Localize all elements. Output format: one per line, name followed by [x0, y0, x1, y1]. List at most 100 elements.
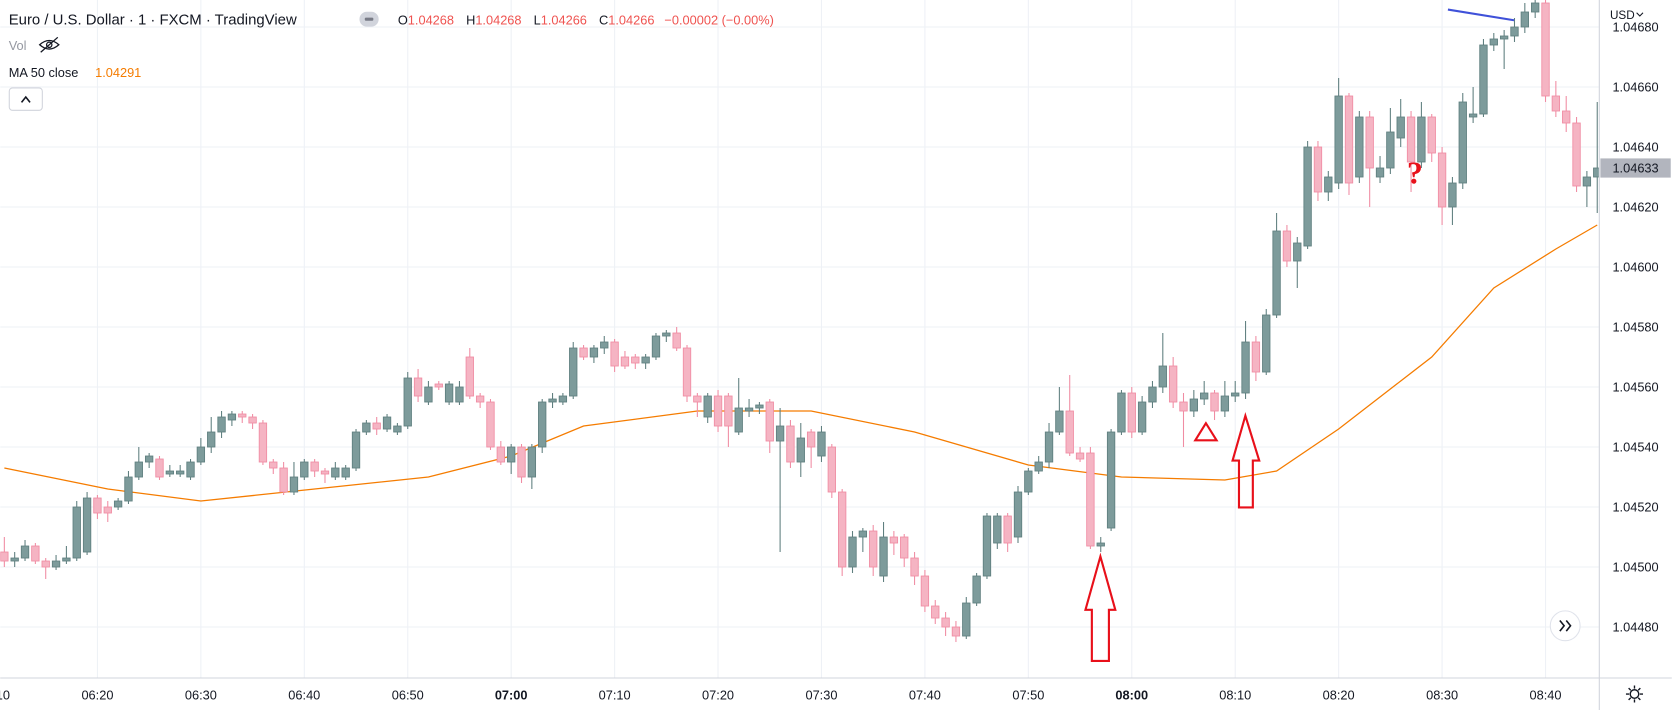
vol-label: Vol — [9, 38, 27, 53]
candle-body — [931, 605, 940, 619]
candle-body — [424, 386, 433, 403]
candle-body — [1551, 95, 1561, 112]
candle-body — [227, 413, 237, 421]
price-tag-label: 1.04633 — [1612, 160, 1658, 175]
candle-body — [196, 446, 206, 463]
candle-body — [1179, 401, 1188, 412]
candle-body — [1272, 230, 1281, 316]
candle-body — [1334, 95, 1343, 184]
candle-body — [1572, 122, 1581, 187]
candle-body — [620, 356, 630, 367]
x-tick-label: 08:10 — [1219, 687, 1251, 702]
candle-body — [289, 476, 299, 493]
settings-icon[interactable] — [1625, 685, 1644, 703]
candle-body — [941, 617, 950, 628]
candle-body — [279, 467, 288, 493]
question-annotation: ? — [1407, 155, 1423, 190]
candle-body — [1003, 515, 1012, 544]
y-tick-label: 1.04600 — [1612, 259, 1658, 274]
candle-body — [610, 341, 619, 367]
candle-body — [838, 491, 847, 568]
candle-body — [693, 395, 702, 403]
candle-body — [900, 536, 909, 559]
candle-body — [796, 437, 805, 463]
hidden-eye-icon[interactable] — [38, 36, 60, 53]
y-tick-label: 1.04660 — [1612, 79, 1658, 94]
pill-icon — [364, 17, 374, 21]
change: −0.00002 (−0.00%) — [664, 13, 773, 28]
x-tick-label: 07:30 — [805, 687, 837, 702]
x-tick-label: 07:20 — [702, 687, 734, 702]
ohlc-key: C — [599, 13, 608, 28]
candle-body — [1168, 365, 1178, 403]
candle-body — [1293, 242, 1302, 262]
candle-body — [1013, 491, 1023, 538]
x-tick-label: 06:20 — [81, 687, 113, 702]
candle-body — [1117, 392, 1126, 433]
candle-body — [1489, 38, 1498, 46]
candle-body — [538, 401, 547, 448]
candle-body — [827, 446, 836, 493]
candle-body — [817, 431, 826, 457]
x-tick-label: 06:40 — [288, 687, 320, 702]
candle-body — [31, 545, 40, 562]
candle-body — [1075, 452, 1085, 460]
candle-body — [144, 455, 154, 463]
candle-body — [589, 347, 599, 358]
currency-chevron — [1636, 12, 1644, 17]
candle-body — [124, 476, 133, 502]
candle-body — [858, 530, 868, 538]
candle-body — [455, 386, 464, 403]
x-tick-label: 07:50 — [1012, 687, 1044, 702]
candle-body — [993, 515, 1002, 544]
candle-body — [527, 446, 537, 478]
candle-body — [51, 560, 61, 568]
candle-body — [20, 545, 30, 559]
candle-body — [744, 407, 754, 412]
candle-body — [465, 356, 474, 397]
candle-body — [1096, 542, 1105, 547]
candle-body — [1251, 341, 1261, 373]
candle-body — [641, 356, 650, 364]
candle-body — [1386, 131, 1395, 169]
candle-body — [1127, 392, 1136, 433]
candle-body — [496, 446, 505, 463]
symbol-title: Euro / U.S. Dollar · 1 · FXCM · TradingV… — [9, 12, 297, 29]
candle-body — [300, 461, 309, 478]
ohlc-value: 1.04266 — [608, 13, 654, 28]
candle-body — [775, 425, 785, 442]
candle-body — [786, 425, 795, 463]
x-tick-label: 06:50 — [392, 687, 424, 702]
candle-body — [631, 356, 640, 364]
candle-body — [1210, 392, 1219, 412]
candle-body — [393, 425, 402, 433]
candle-body — [362, 422, 371, 433]
scroll-button[interactable] — [1549, 610, 1581, 642]
candle-body — [962, 602, 971, 637]
y-tick-label: 1.04640 — [1612, 139, 1658, 154]
candle-body — [1468, 113, 1478, 118]
candle-body — [951, 626, 961, 637]
currency-label[interactable]: USD — [1610, 9, 1635, 22]
candle-body — [403, 377, 412, 427]
candle-body — [569, 347, 578, 397]
candle-body — [176, 470, 185, 475]
candle-body — [93, 497, 102, 514]
candle-body — [217, 416, 226, 433]
candle-body — [113, 500, 123, 508]
x-tick-label: 08:30 — [1426, 687, 1458, 702]
candle-body — [238, 413, 247, 418]
x-tick-label: 07:40 — [909, 687, 941, 702]
candle-body — [517, 446, 526, 478]
candle-body — [1324, 176, 1333, 193]
collapse-button[interactable] — [8, 87, 43, 111]
candle-body — [1137, 401, 1147, 433]
ohlc-value: 1.04268 — [408, 13, 454, 28]
y-tick-label: 1.04680 — [1612, 19, 1658, 34]
candle-body — [755, 404, 764, 409]
candle-body — [1582, 176, 1592, 187]
candle-body — [600, 341, 609, 349]
candle-body — [651, 335, 661, 358]
